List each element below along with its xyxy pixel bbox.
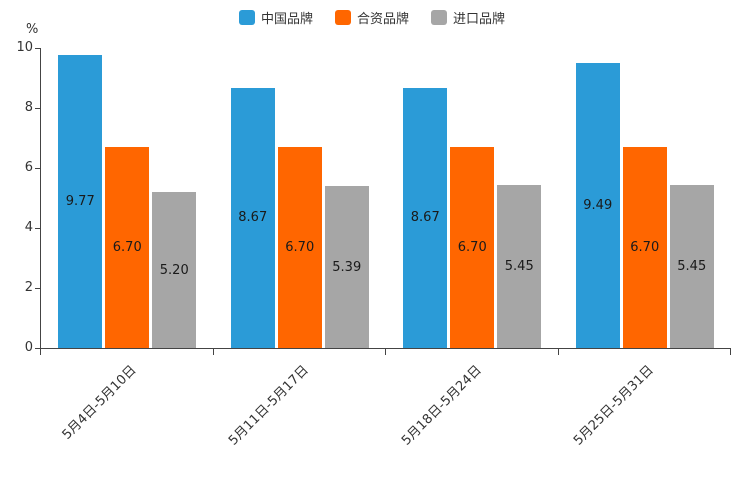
bar-value-label: 5.20 (159, 262, 189, 278)
y-axis-tick-label: 0 (24, 340, 33, 355)
legend-item-joint-venture-brand[interactable]: 合资品牌 (334, 8, 409, 27)
bar-value-label: 8.67 (238, 210, 268, 226)
bar-value-label: 6.70 (457, 240, 487, 255)
x-axis-tick-mark (40, 349, 41, 355)
y-axis-tick-label: 2 (24, 280, 33, 295)
bar-value-label: 9.77 (65, 193, 95, 209)
bar-joint-venture-brand: 6.70 (277, 147, 322, 348)
bar-import-brand: 5.45 (669, 184, 714, 348)
legend-label: 进口品牌 (453, 12, 506, 27)
x-axis-tick-mark (557, 349, 559, 355)
bar-value-label: 5.39 (332, 259, 362, 275)
bar-value-label: 5.45 (504, 258, 534, 274)
y-axis-tick-mark (35, 48, 40, 49)
y-axis-unit-label: % (26, 22, 39, 37)
bar-china-brand: 8.67 (403, 87, 448, 348)
y-axis-tick-mark (35, 228, 40, 229)
y-axis-tick-label: 8 (24, 100, 33, 115)
legend-label: 中国品牌 (260, 12, 313, 27)
legend-item-china-brand[interactable]: 中国品牌 (238, 8, 313, 27)
plot-area: 9.77 6.70 5.20 8.67 6.70 5.39 8.67 6.70 5.45 9.49… (40, 48, 731, 349)
legend-swatch-import-brand (431, 10, 447, 25)
y-axis-tick-label: 4 (24, 220, 33, 235)
x-axis-tick-mark (730, 349, 731, 355)
bar-china-brand: 9.77 (58, 54, 103, 348)
bar-joint-venture-brand: 6.70 (450, 147, 495, 348)
bar-china-brand: 9.49 (575, 63, 620, 348)
y-axis-tick-mark (35, 288, 40, 289)
legend-item-import-brand[interactable]: 进口品牌 (431, 8, 505, 27)
y-axis-tick-label: 10 (16, 40, 33, 55)
x-axis-tick-mark (212, 349, 214, 355)
chart-legend: 中国品牌 合资品牌 进口品牌 (0, 8, 744, 27)
x-axis-category-label: 5月4日-5月10日 (59, 362, 140, 443)
x-axis-tick-mark (385, 349, 386, 355)
bar-joint-venture-brand: 6.70 (622, 147, 667, 348)
legend-label: 合资品牌 (356, 12, 409, 27)
bar-china-brand: 8.67 (230, 87, 275, 348)
bar-import-brand: 5.45 (497, 184, 542, 348)
legend-swatch-china-brand (238, 10, 255, 25)
x-axis-category-label: 5月11日-5月17日 (226, 362, 313, 449)
bar-value-label: 6.70 (630, 240, 660, 255)
bar-value-label: 6.70 (285, 240, 315, 255)
bar-value-label: 9.49 (583, 198, 613, 214)
y-axis-tick-mark (35, 168, 40, 169)
bar-import-brand: 5.20 (152, 192, 197, 348)
x-axis-category-label: 5月18日-5月24日 (398, 362, 485, 449)
bar-value-label: 8.67 (410, 210, 440, 226)
x-axis-category-label: 5月25日-5月31日 (571, 362, 658, 449)
bar-value-label: 5.45 (677, 258, 707, 274)
y-axis-tick-label: 6 (24, 160, 33, 175)
bar-joint-venture-brand: 6.70 (105, 147, 150, 348)
bar-value-label: 6.70 (112, 240, 142, 255)
y-axis-tick-mark (35, 108, 40, 109)
bar-import-brand: 5.39 (324, 186, 369, 348)
legend-swatch-joint-venture-brand (334, 10, 351, 25)
y-axis-tick-mark (35, 348, 40, 349)
